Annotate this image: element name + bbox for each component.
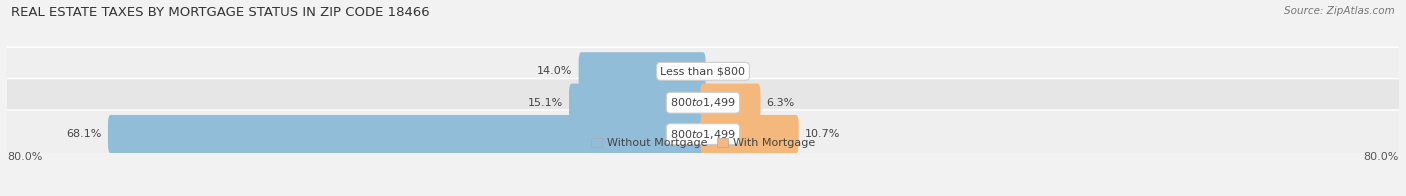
FancyBboxPatch shape [579,52,706,91]
Text: 80.0%: 80.0% [7,152,42,162]
FancyBboxPatch shape [4,79,1402,127]
Text: REAL ESTATE TAXES BY MORTGAGE STATUS IN ZIP CODE 18466: REAL ESTATE TAXES BY MORTGAGE STATUS IN … [11,6,430,19]
FancyBboxPatch shape [4,110,1402,158]
FancyBboxPatch shape [700,115,799,153]
Text: 6.3%: 6.3% [766,98,794,108]
Text: Source: ZipAtlas.com: Source: ZipAtlas.com [1284,6,1395,16]
Text: $800 to $1,499: $800 to $1,499 [671,128,735,141]
Text: Less than $800: Less than $800 [661,66,745,76]
Text: $800 to $1,499: $800 to $1,499 [671,96,735,109]
Text: 10.7%: 10.7% [804,129,841,139]
Text: 15.1%: 15.1% [527,98,562,108]
Text: 68.1%: 68.1% [66,129,101,139]
Text: 80.0%: 80.0% [1364,152,1399,162]
FancyBboxPatch shape [700,83,761,122]
Text: 0.0%: 0.0% [711,66,740,76]
FancyBboxPatch shape [4,47,1402,95]
FancyBboxPatch shape [108,115,706,153]
Legend: Without Mortgage, With Mortgage: Without Mortgage, With Mortgage [586,133,820,153]
FancyBboxPatch shape [569,83,706,122]
Text: 14.0%: 14.0% [537,66,572,76]
